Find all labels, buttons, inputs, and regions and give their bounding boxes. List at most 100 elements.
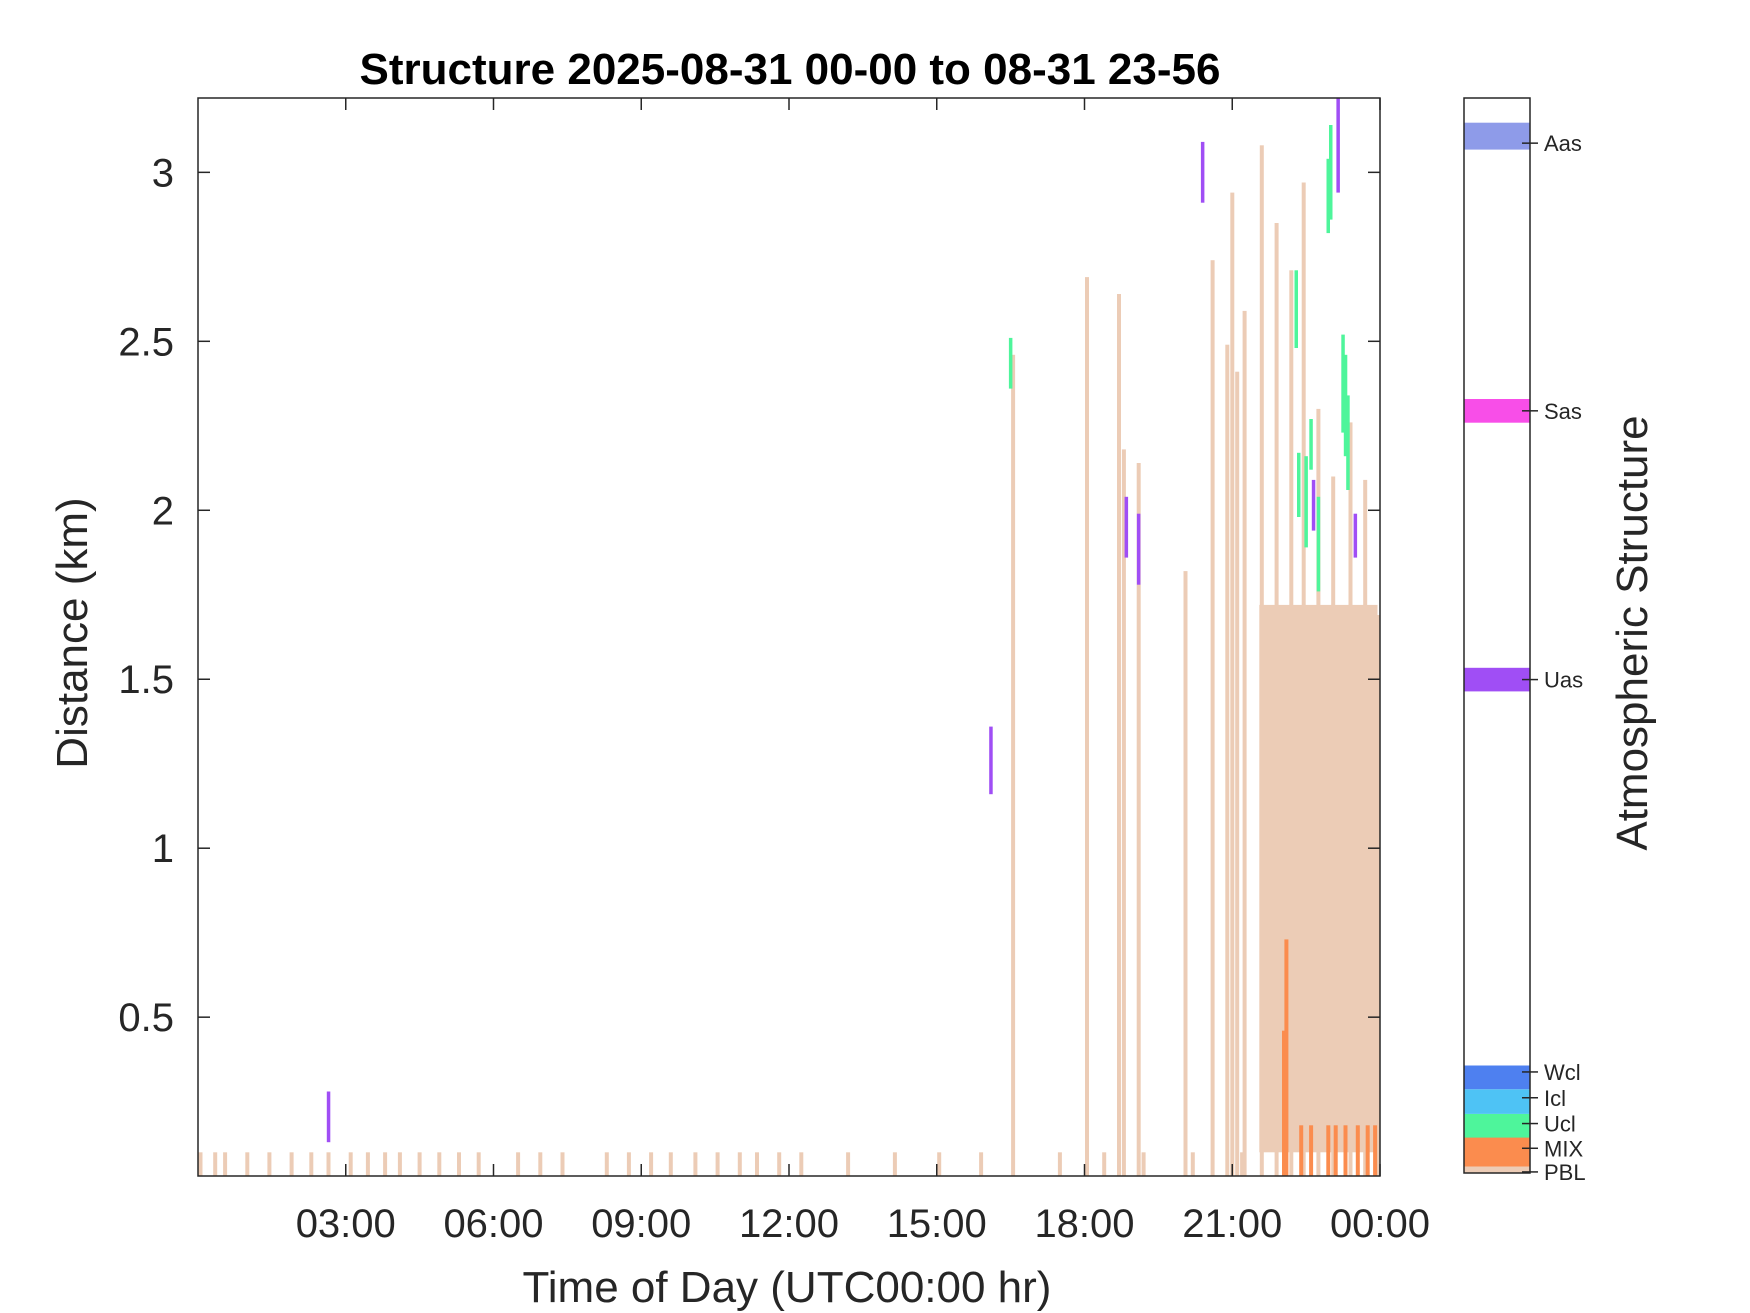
structure-mark-pbl [1230, 192, 1235, 1177]
structure-mark-pbl [267, 1152, 272, 1176]
structure-mark-pbl [937, 1152, 942, 1176]
x-tick-label: 12:00 [739, 1202, 839, 1246]
structure-mark-pbl [516, 1152, 521, 1176]
structure-mark-pbl [649, 1152, 654, 1176]
structure-mark-pbl [289, 1152, 294, 1176]
structure-mark-pbl [1225, 344, 1230, 1176]
y-tick-label: 2.5 [118, 320, 174, 364]
structure-mark-pbl [437, 1152, 442, 1176]
structure-mark-pbl [309, 1152, 314, 1176]
structure-mark-pbl [715, 1152, 720, 1176]
structure-mark-pbl [1121, 449, 1126, 1176]
colorbar-band-aas [1464, 122, 1530, 150]
structure-mark-pbl [668, 1152, 673, 1176]
structure-mark-ucl [1326, 158, 1330, 234]
x-tick-label: 18:00 [1034, 1202, 1134, 1246]
y-axis-label: Distance (km) [48, 497, 97, 768]
structure-mark-pbl [365, 1152, 370, 1176]
structure-mark-pbl [417, 1152, 422, 1176]
structure-mark-mix [1343, 1125, 1348, 1176]
colorbar-label-wcl: Wcl [1544, 1060, 1581, 1085]
structure-mark-ucl [1304, 456, 1308, 548]
structure-mark-pbl [245, 1152, 250, 1176]
structure-mark-mix [1309, 1125, 1314, 1176]
colorbar-frame [1463, 97, 1531, 1174]
colorbar-label-mix: MIX [1544, 1136, 1583, 1161]
structure-mark-pbl [198, 1152, 203, 1176]
structure-mark-pbl [1085, 277, 1089, 1177]
structure-mark-pbl [693, 1152, 698, 1176]
structure-mark-uas [1336, 98, 1340, 193]
colorbar-label-sas: Sas [1544, 399, 1582, 424]
structure-mark-uas [989, 726, 993, 795]
chart-title: Structure 2025-08-31 00-00 to 08-31 23-5… [360, 45, 1221, 94]
y-tick-label: 1 [152, 827, 174, 871]
y-tick-label: 2 [152, 489, 174, 533]
colorbar-label-ucl: Ucl [1544, 1112, 1576, 1137]
structure-mark-ucl [1343, 354, 1348, 457]
colorbar-band-uas [1464, 667, 1530, 692]
structure-mark-ucl [1297, 452, 1301, 517]
data-marks [198, 98, 1380, 1177]
structure-mark-pbl [1235, 371, 1240, 1176]
structure-mark-pbl [348, 1152, 353, 1176]
structure-mark-ucl [1309, 419, 1313, 470]
structure-mark-mix [1326, 1125, 1331, 1176]
structure-mark-uas [1311, 479, 1316, 531]
structure-mark-pbl [846, 1152, 851, 1176]
structure-mark-pbl [1190, 1152, 1195, 1176]
structure-mark-pbl [1117, 294, 1121, 1176]
colorbar-background [1464, 98, 1530, 1173]
colorbar-label-uas: Uas [1544, 668, 1583, 693]
structure-mark-pbl [777, 1152, 782, 1176]
structure-mark-pbl [1136, 463, 1141, 1176]
structure-mark-uas [1136, 513, 1141, 585]
colorbar-band-mix [1464, 1137, 1530, 1167]
x-tick-label: 09:00 [591, 1202, 691, 1246]
colorbar-band-wcl [1464, 1065, 1530, 1090]
structure-mark-pbl [213, 1152, 218, 1176]
structure-mark-mix [1373, 1125, 1378, 1176]
x-axis-label: Time of Day (UTC00:00 hr) [523, 1263, 1052, 1312]
colorbar-band-ucl [1464, 1113, 1530, 1138]
structure-mark-pbl [538, 1152, 543, 1176]
structure-mark-pbl [799, 1152, 804, 1176]
structure-mark-pbl [979, 1152, 984, 1176]
structure-mark-pbl [755, 1152, 759, 1176]
x-tick-label: 00:00 [1330, 1202, 1430, 1246]
structure-mark-mix [1299, 1125, 1304, 1176]
structure-mark-mix [1282, 1030, 1286, 1176]
structure-mark-pbl [383, 1152, 388, 1176]
structure-mark-uas [326, 1091, 331, 1143]
structure-mark-pbl [457, 1152, 461, 1176]
structure-mark-pbl [1210, 260, 1215, 1176]
structure-mark-pbl [1141, 1152, 1146, 1176]
structure-mark-uas [1124, 496, 1129, 558]
colorbar-band-sas [1464, 399, 1530, 423]
x-tick-label: 03:00 [296, 1202, 396, 1246]
x-tick-label: 21:00 [1182, 1202, 1282, 1246]
x-tick-label: 15:00 [887, 1202, 987, 1246]
structure-mark-mix [1355, 1125, 1360, 1176]
structure-mark-pbl [1011, 354, 1016, 1176]
structure-mark-uas [1200, 141, 1205, 203]
structure-mark-ucl [1341, 334, 1345, 433]
structure-mark-pbl [626, 1152, 631, 1176]
structure-mark-pbl [326, 1152, 331, 1176]
colorbar-label-icl: Icl [1544, 1086, 1566, 1111]
x-tick-label: 06:00 [443, 1202, 543, 1246]
structure-mark-pbl [476, 1152, 481, 1176]
plot-area [198, 98, 1380, 1176]
colorbar-band-pbl [1464, 1166, 1530, 1173]
x-axis: 03:00 06:00 09:00 12:00 15:00 18:00 21:00 00:00 [296, 98, 1430, 1246]
structure-mark-mix [1365, 1125, 1370, 1176]
colorbar-label: Atmospheric Structure [1608, 415, 1657, 850]
y-axis: 0.5 1 1.5 2 2.5 3 [118, 151, 1380, 1040]
colorbar-label-aas: Aas [1544, 131, 1582, 156]
colorbar-band-icl [1464, 1089, 1530, 1114]
structure-mark-pbl [892, 1152, 897, 1176]
structure-mark-ucl [1008, 337, 1013, 389]
structure-mark-pbl [397, 1152, 402, 1176]
